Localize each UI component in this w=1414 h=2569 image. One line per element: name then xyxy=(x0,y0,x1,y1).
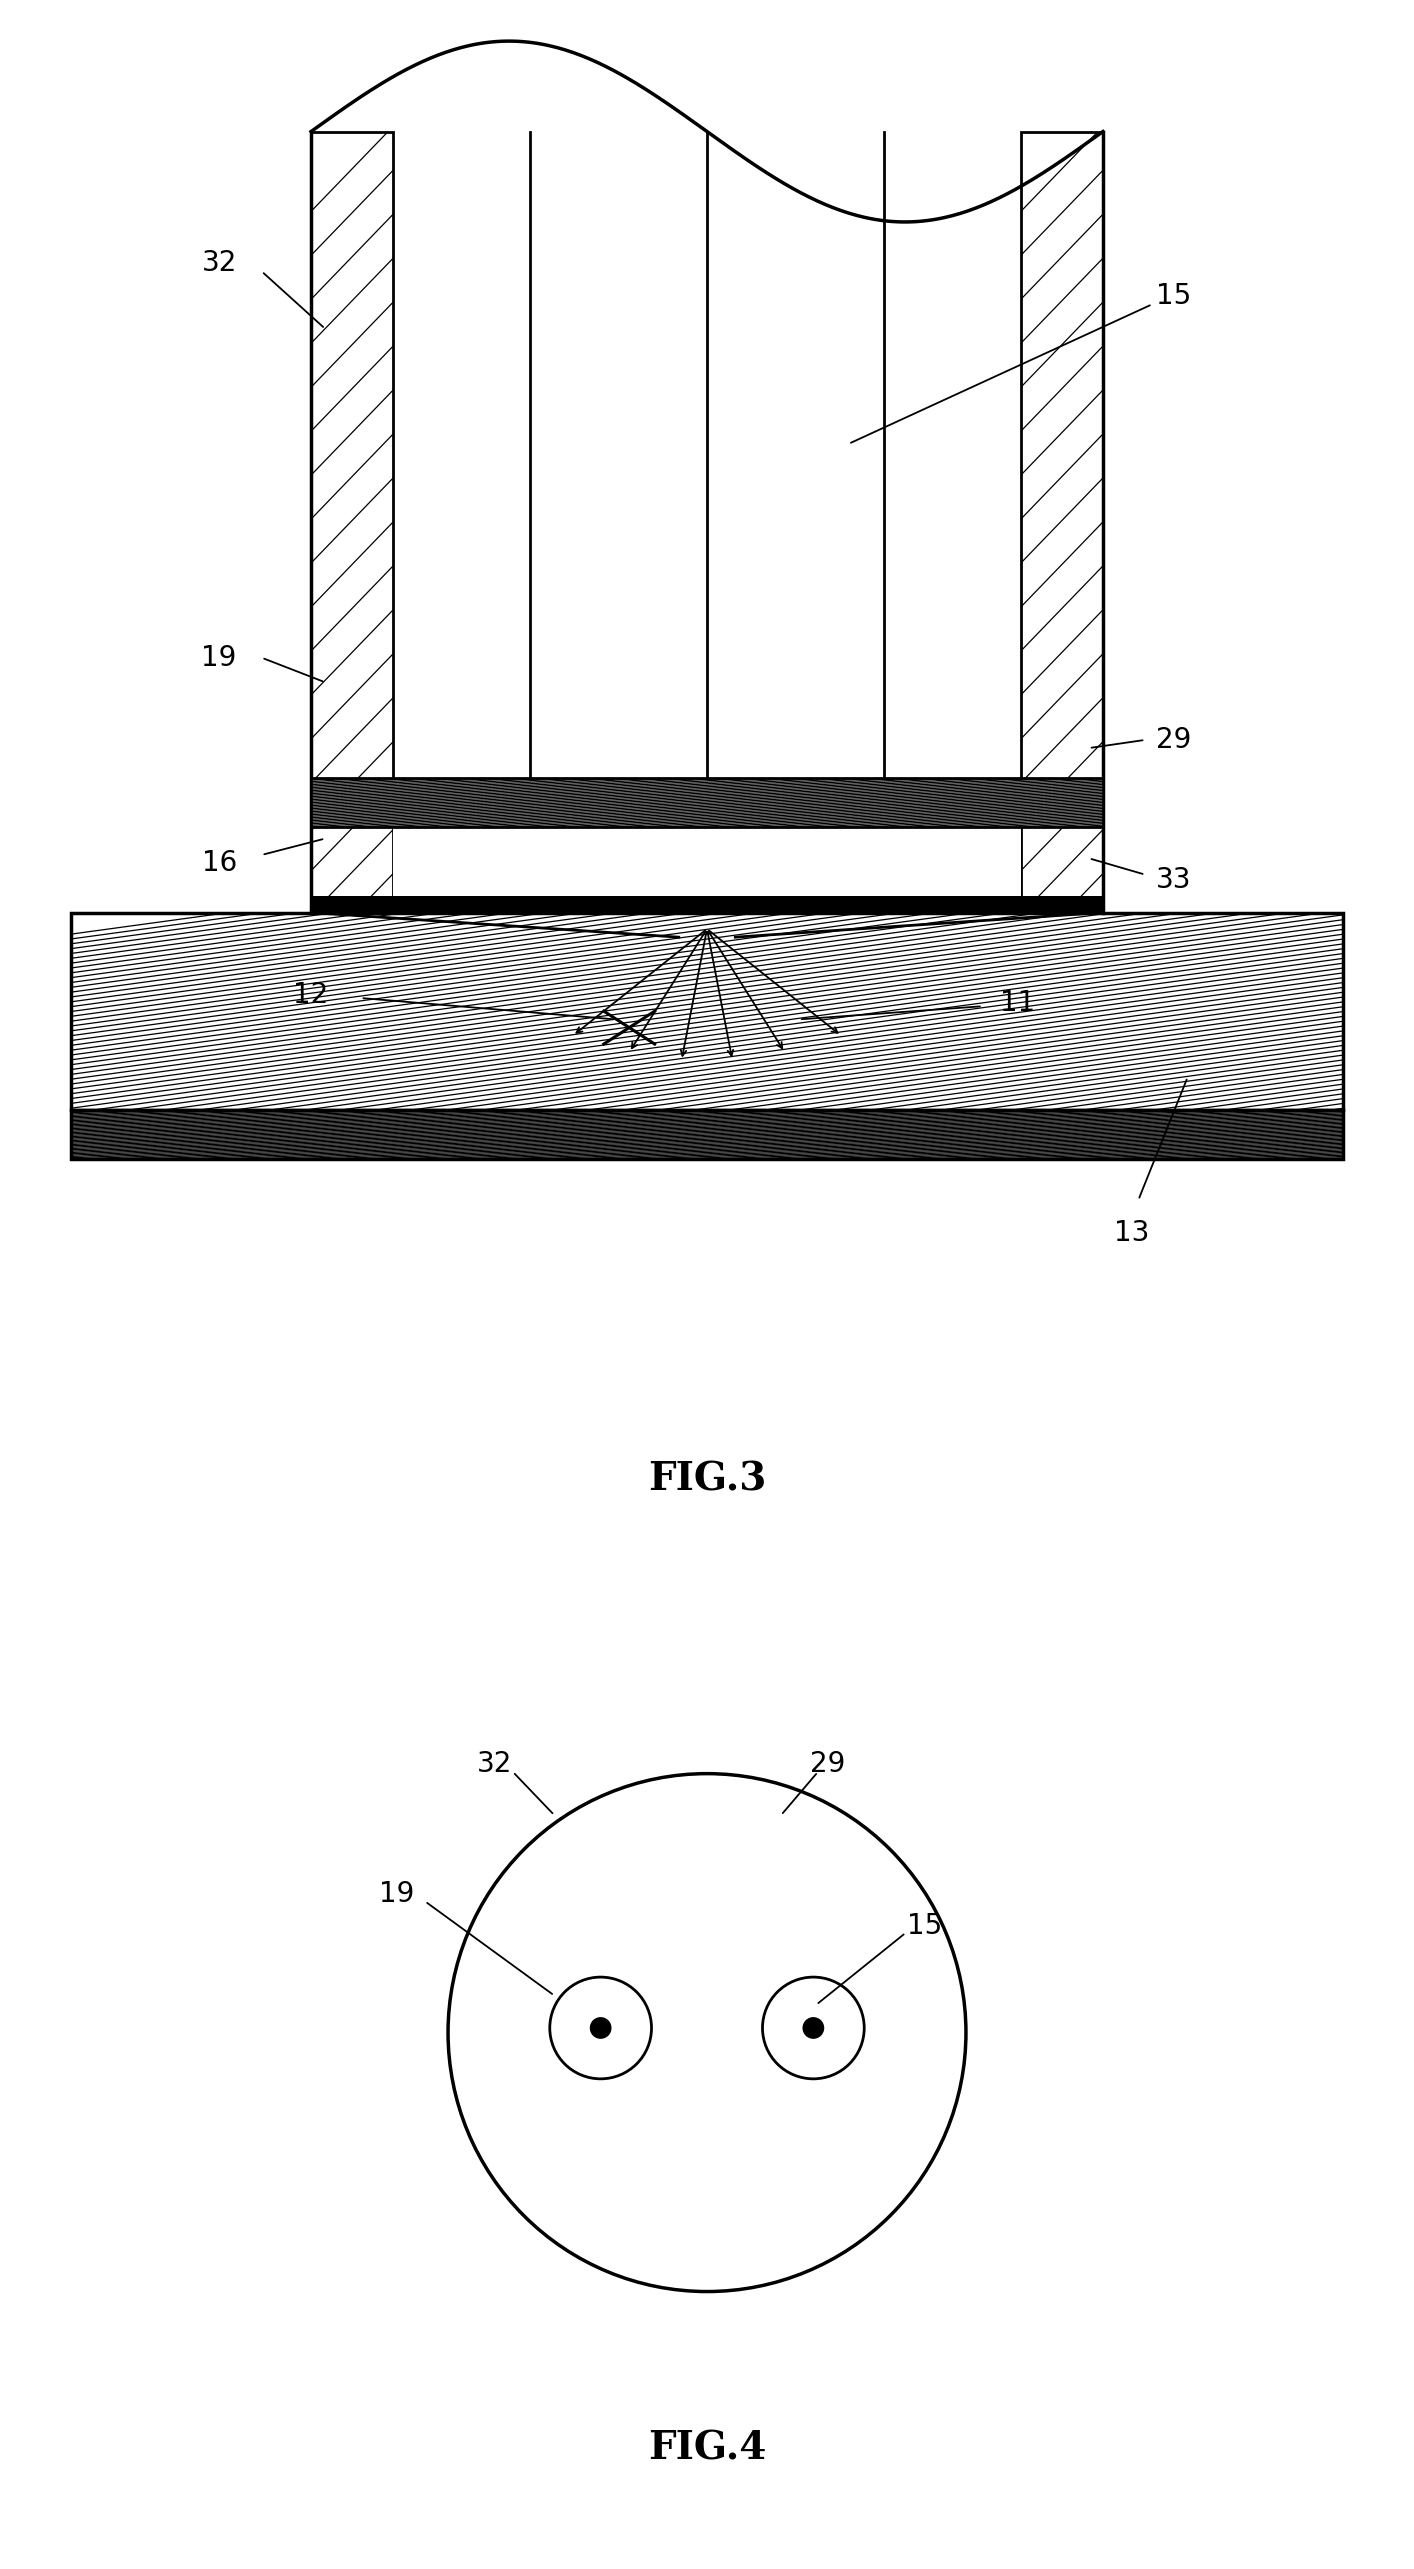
Text: 13: 13 xyxy=(1113,1220,1150,1246)
Bar xyxy=(311,897,1103,912)
Text: FIG.4: FIG.4 xyxy=(648,2430,766,2469)
Text: 29: 29 xyxy=(1155,727,1192,753)
Text: 19: 19 xyxy=(201,645,238,671)
Circle shape xyxy=(550,1978,652,2078)
Bar xyxy=(1021,131,1103,912)
Text: 19: 19 xyxy=(379,1881,414,1909)
Text: 16: 16 xyxy=(202,850,236,876)
Bar xyxy=(311,778,1103,827)
Text: FIG.3: FIG.3 xyxy=(648,1462,766,1498)
Text: 11: 11 xyxy=(1001,989,1035,1017)
Bar xyxy=(393,827,1021,897)
Text: 32: 32 xyxy=(477,1749,512,1778)
Text: 33: 33 xyxy=(1155,866,1192,894)
Bar xyxy=(71,912,1343,1110)
Bar xyxy=(71,1110,1343,1159)
Circle shape xyxy=(762,1978,864,2078)
Bar xyxy=(311,131,393,912)
Text: 15: 15 xyxy=(1157,283,1191,311)
Text: 15: 15 xyxy=(906,1911,942,1940)
Text: 29: 29 xyxy=(810,1749,846,1778)
Text: 32: 32 xyxy=(201,249,238,277)
Text: 12: 12 xyxy=(294,981,328,1010)
Circle shape xyxy=(591,2017,611,2037)
Circle shape xyxy=(803,2017,823,2037)
